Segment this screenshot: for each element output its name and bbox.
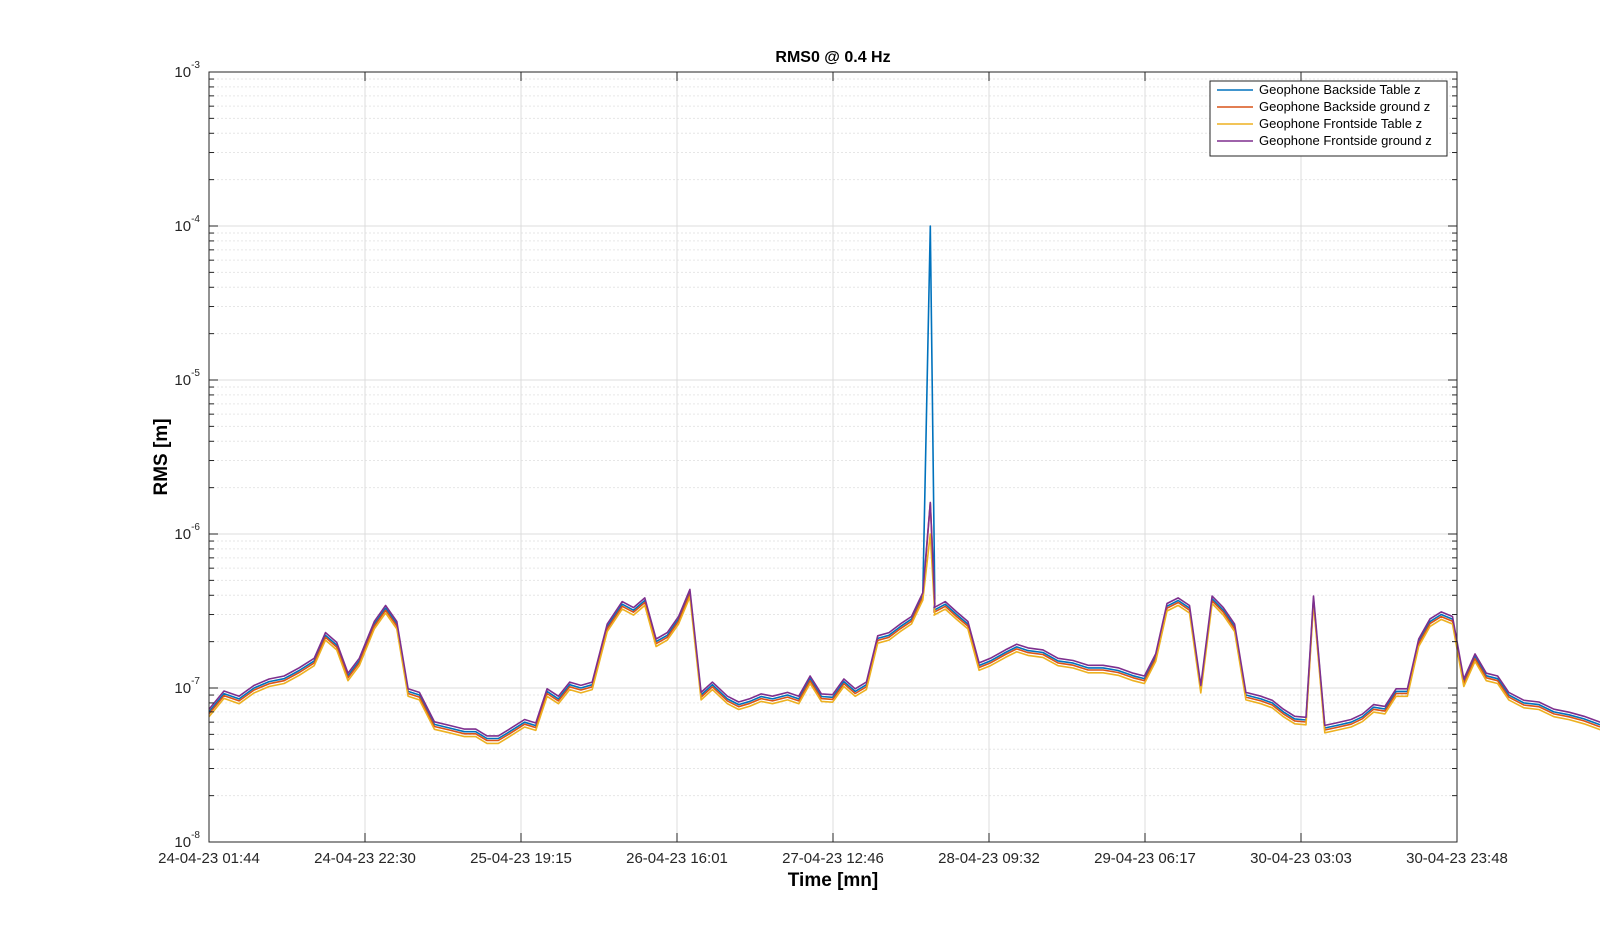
y-tick-exponent: -6 [191,522,200,533]
x-axis-title: Time [mn] [788,870,878,891]
y-tick-exponent: -3 [191,60,200,71]
x-tick-label: 26-04-23 16:01 [626,850,728,867]
chart-title: RMS0 @ 0.4 Hz [775,49,890,66]
y-tick-label: 10-3 [174,60,200,81]
x-tick-label: 28-04-23 09:32 [938,850,1040,867]
y-tick-base: 10 [174,64,191,81]
x-tick-label: 25-04-23 19:15 [470,850,572,867]
y-tick-label: 10-7 [174,676,200,697]
x-tick-label: 27-04-23 12:46 [782,850,884,867]
legend-label-4: Geophone Frontside ground z [1259,133,1432,148]
legend-box [1209,80,1448,157]
series-layer [208,225,1600,745]
y-tick-exponent: -4 [191,214,200,225]
x-tick-label: 24-04-23 22:30 [314,850,416,867]
y-tick-base: 10 [174,680,191,697]
y-tick-label: 10-8 [174,830,200,851]
y-tick-base: 10 [174,372,191,389]
x-tick-label: 29-04-23 06:17 [1094,850,1196,867]
y-tick-base: 10 [174,526,191,543]
y-axis-title: RMS [m] [151,418,172,495]
x-tick-label: 24-04-23 01:44 [158,850,260,867]
x-tick-label: 30-04-23 23:48 [1406,850,1508,867]
series-line-3 [208,533,1600,745]
y-tick-label: 10-4 [174,214,200,235]
y-tick-exponent: -5 [191,368,200,379]
legend-label-1: Geophone Backside Table z [1259,82,1421,97]
y-tick-base: 10 [174,834,191,851]
legend-label-3: Geophone Frontside Table z [1259,116,1422,131]
legend-label-2: Geophone Backside ground z [1259,99,1430,114]
y-tick-exponent: -8 [191,830,200,841]
series-line-4 [208,501,1600,737]
legend-items: Geophone Backside Table z Geophone Backsi… [1217,82,1432,148]
y-tick-labels: 10-810-710-610-510-410-3 [174,60,200,851]
y-tick-exponent: -7 [191,676,200,687]
y-tick-base: 10 [174,218,191,235]
x-tick-labels: 24-04-23 01:44 24-04-23 22:30 25-04-23 19:… [158,850,1508,867]
y-tick-label: 10-5 [174,368,200,389]
tick-layer [208,72,1458,843]
y-tick-label: 10-6 [174,522,200,543]
legend: Geophone Backside Table z Geophone Backsi… [1209,80,1448,157]
x-tick-label: 30-04-23 03:03 [1250,850,1352,867]
